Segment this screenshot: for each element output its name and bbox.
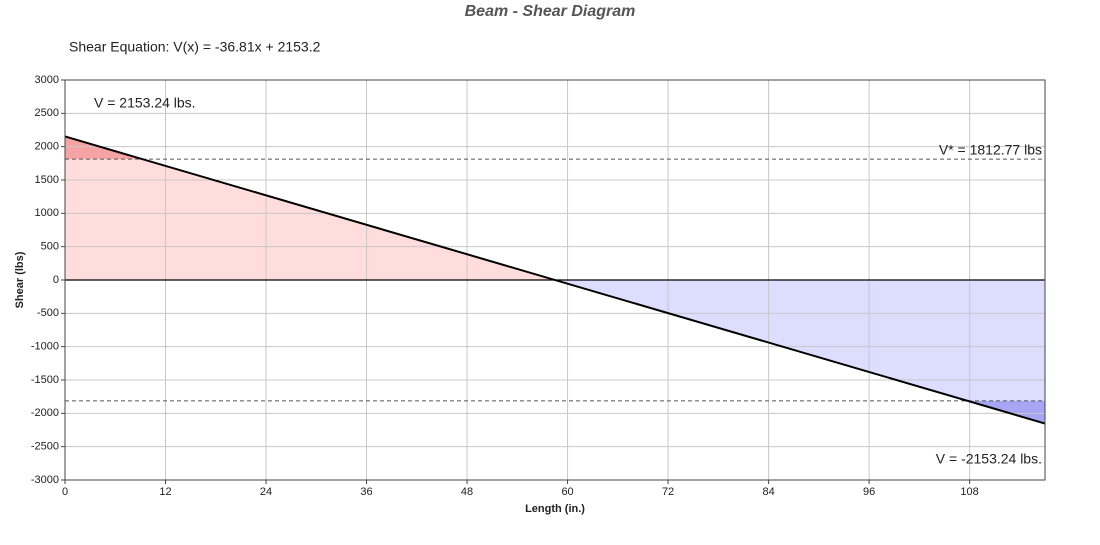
plot-frame <box>64 79 1046 481</box>
shear-line <box>64 135 1046 425</box>
y-tick-label: -500 <box>37 307 59 319</box>
x-tick-label: 12 <box>159 486 171 498</box>
annotation: V = 2153.24 lbs. <box>94 95 196 111</box>
y-axis-title: Shear (lbs) <box>14 251 26 308</box>
equation: Shear Equation: V(x) = -36.81x + 2153.2 <box>69 39 321 55</box>
chart-title: Beam - Shear Diagram <box>465 3 636 20</box>
annotation: V* = 1812.77 lbs <box>939 142 1042 158</box>
y-tick-label: -1000 <box>31 341 59 353</box>
x-tick-label: 48 <box>461 486 473 498</box>
plot-area: -3000 -2500 -2000 -1500 -1000 -500 0 500 1000 150… <box>31 74 1046 498</box>
x-tick-label: 24 <box>260 486 272 498</box>
y-tick-label: -2500 <box>31 441 59 453</box>
y-tick-label: 0 <box>53 274 59 286</box>
y-tick-label: -1500 <box>31 374 59 386</box>
x-tick-label: 96 <box>863 486 875 498</box>
y-tick-label: 2000 <box>35 141 59 153</box>
x-tick-label: 108 <box>960 486 978 498</box>
y-tick-label: -2000 <box>31 407 59 419</box>
shear-area <box>65 280 1045 424</box>
x-tick-label: 72 <box>662 486 674 498</box>
shear-area <box>65 136 1045 280</box>
x-axis-title: Length (in.) <box>525 503 585 515</box>
y-tick-label: 1000 <box>35 207 59 219</box>
y-tick-label: -3000 <box>31 474 59 486</box>
x-tick-label: 84 <box>762 486 774 498</box>
y-tick-label: 500 <box>41 241 59 253</box>
annotation: V = -2153.24 lbs. <box>936 451 1042 467</box>
y-tick-label: 1500 <box>35 174 59 186</box>
y-tick-label: 2500 <box>35 107 59 119</box>
x-tick-label: 36 <box>360 486 372 498</box>
y-tick-label: 3000 <box>35 74 59 86</box>
x-tick-label: 0 <box>62 486 68 498</box>
x-tick-label: 60 <box>561 486 573 498</box>
